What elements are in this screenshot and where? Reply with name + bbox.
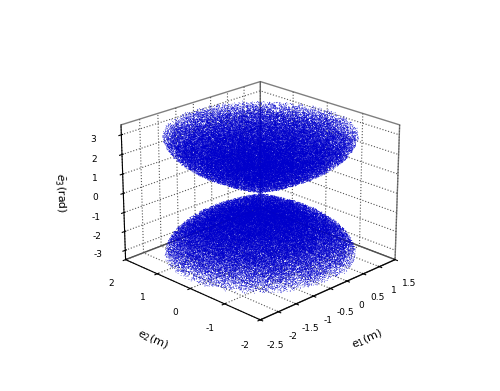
Y-axis label: e$_2$(m): e$_2$(m) — [136, 326, 171, 352]
X-axis label: e$_1$(m): e$_1$(m) — [350, 326, 386, 352]
